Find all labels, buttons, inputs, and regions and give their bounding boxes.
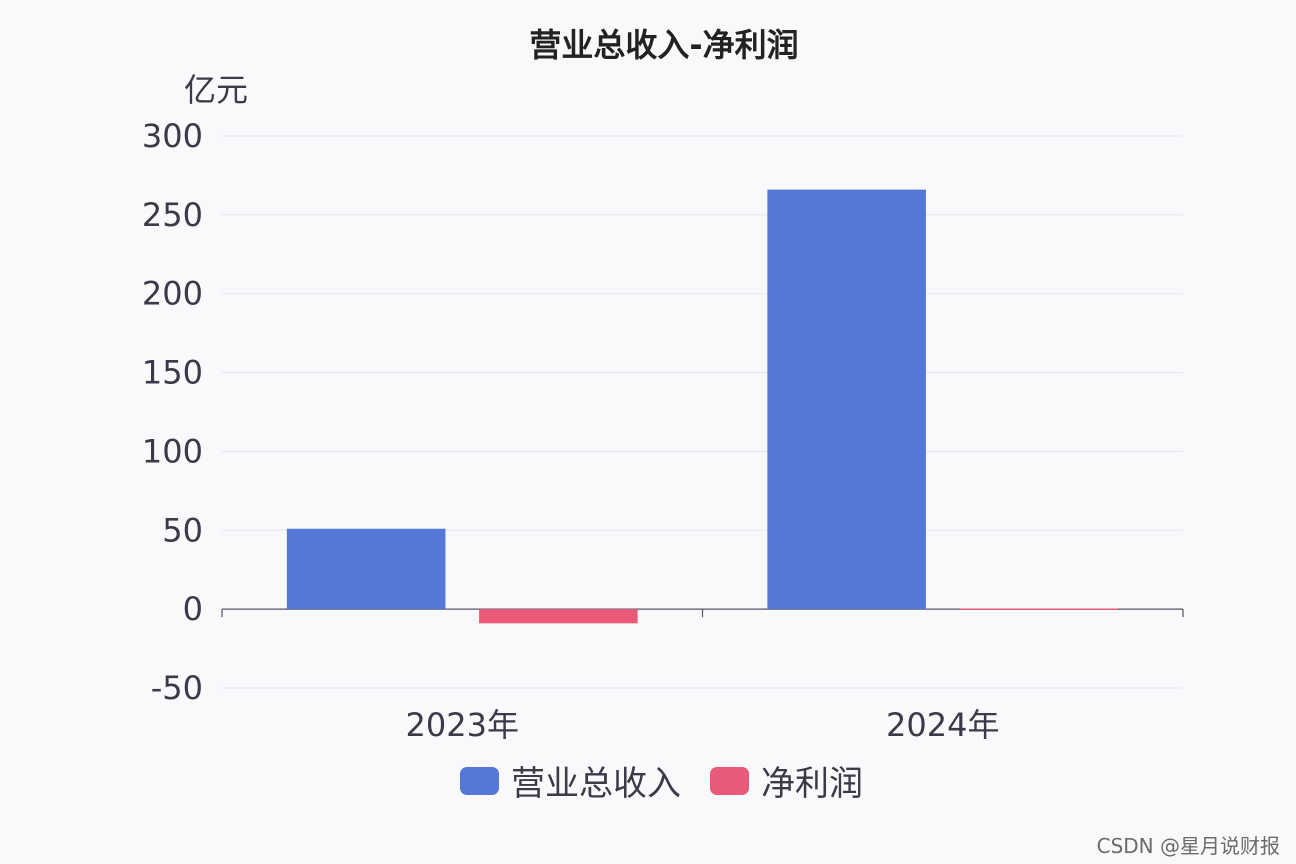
y-tick-label: 50	[162, 511, 203, 549]
bar	[479, 609, 638, 624]
legend-label: 净利润	[761, 764, 863, 804]
y-axis-unit-label: 亿元	[184, 71, 248, 109]
x-category-label: 2024年	[886, 706, 999, 744]
y-tick-label: 250	[142, 196, 203, 234]
y-tick-label: 300	[142, 117, 203, 155]
y-tick-label: 0	[183, 590, 203, 628]
grid-lines	[222, 135, 1183, 689]
y-tick-label: 150	[142, 354, 203, 392]
y-axis-ticks: 300 250 200 150 100 50 0 -50	[142, 117, 203, 707]
legend-swatch	[710, 767, 749, 795]
watermark-text: CSDN @星月说财报	[1097, 834, 1280, 858]
bar	[959, 608, 1119, 611]
x-axis-categories: 2023年 2024年	[406, 706, 1000, 744]
chart-title: 营业总收入-净利润	[529, 26, 798, 64]
bar	[767, 189, 926, 610]
legend-label: 营业总收入	[511, 764, 681, 804]
bar	[286, 528, 446, 610]
y-tick-label: 100	[142, 432, 203, 470]
y-tick-label: 200	[142, 275, 203, 313]
x-category-label: 2023年	[406, 706, 519, 744]
bars	[286, 189, 1119, 624]
legend: 营业总收入 净利润	[460, 764, 863, 804]
y-tick-label: -50	[151, 669, 203, 707]
legend-swatch	[460, 767, 499, 795]
